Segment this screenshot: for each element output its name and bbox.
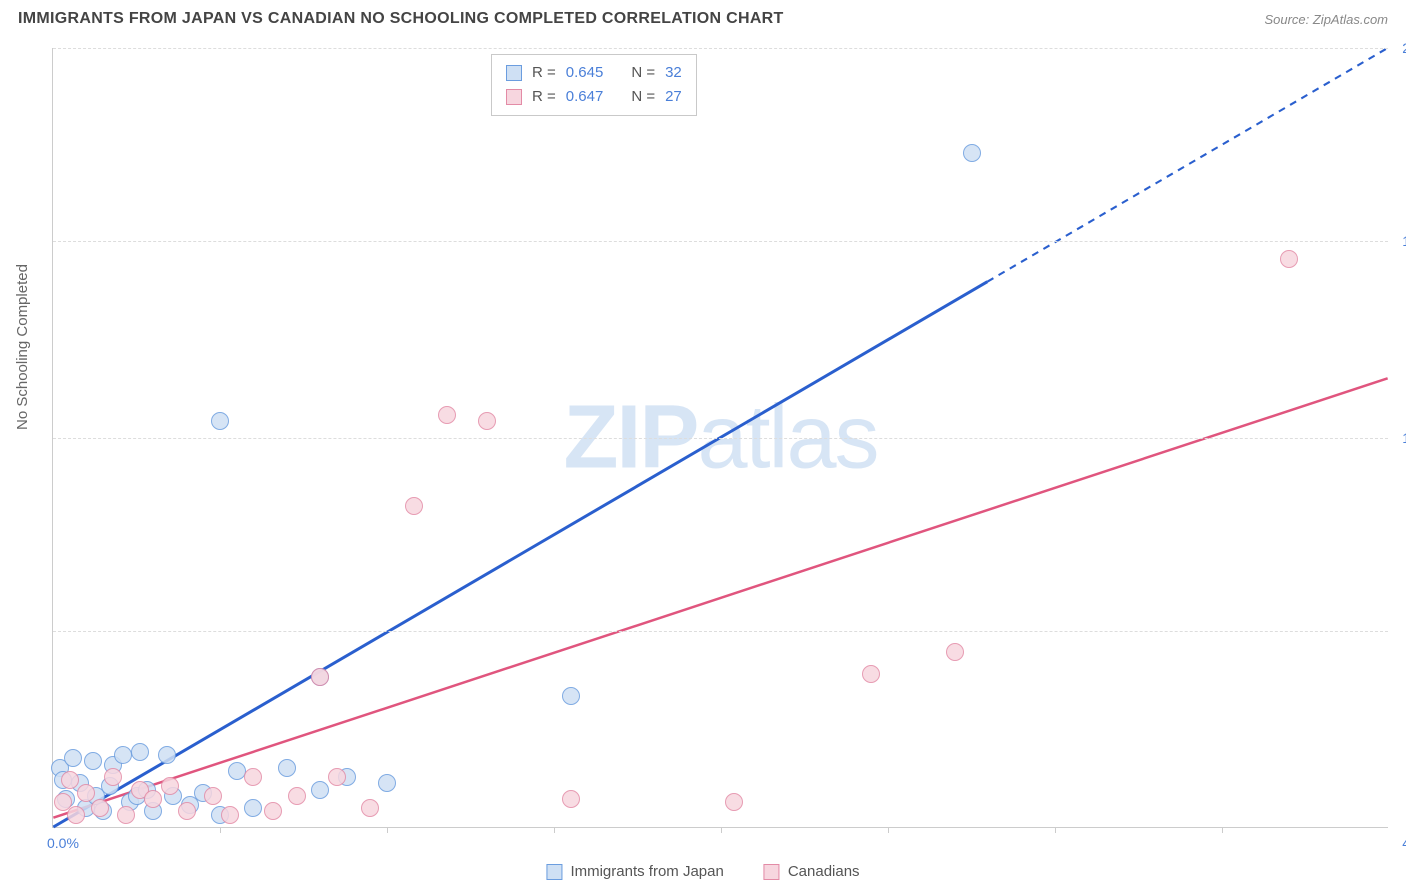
japan-point [244, 799, 262, 817]
stat-r-label: R = [532, 85, 556, 109]
canadians-point [405, 497, 423, 515]
japan-point [64, 749, 82, 767]
xtick [888, 827, 889, 833]
canadians-point [478, 412, 496, 430]
japan-point [562, 687, 580, 705]
japan-point [131, 743, 149, 761]
canadians-point [204, 787, 222, 805]
chart-plot-area: ZIPatlas R =0.645N =32R =0.647N =27 0.0%… [52, 48, 1388, 828]
canadians-point [221, 806, 239, 824]
canadians-point [67, 806, 85, 824]
ytick-label: 18.8% [1402, 233, 1406, 249]
xtick [1055, 827, 1056, 833]
canadians-point [144, 790, 162, 808]
gridline [53, 48, 1388, 49]
japan-swatch-icon [506, 65, 522, 81]
canadians-point [946, 643, 964, 661]
japan-point [158, 746, 176, 764]
japan-point [311, 781, 329, 799]
canadians-point [244, 768, 262, 786]
canadians-legend-swatch-icon [764, 864, 780, 880]
stats-legend-box: R = 0.645 N = 32 R = 0.647 N = 27 [491, 54, 697, 116]
japan-point [278, 759, 296, 777]
japan-point [963, 144, 981, 162]
ytick-label: 12.5% [1402, 430, 1406, 446]
stat-n-label: N = [631, 85, 655, 109]
stat-n-value: 32 [665, 61, 682, 85]
stat-r-label: R = [532, 61, 556, 85]
stats-row-japan: R = 0.645 N = 32 [506, 61, 682, 85]
japan-point [114, 746, 132, 764]
japan-trendline [53, 282, 987, 827]
canadians-point [77, 784, 95, 802]
y-axis-label: No Schooling Completed [14, 264, 31, 430]
xtick [721, 827, 722, 833]
xtick [1222, 827, 1223, 833]
canadians-point [361, 799, 379, 817]
legend-item-canadians: Canadians [764, 863, 860, 880]
legend-label: Immigrants from Japan [570, 863, 723, 880]
ytick-label: 25.0% [1402, 40, 1406, 56]
japan-point [211, 412, 229, 430]
origin-tick-label: 0.0% [47, 835, 79, 851]
source-label: Source: ZipAtlas.com [1264, 12, 1388, 27]
stat-n-label: N = [631, 61, 655, 85]
canadians-point [1280, 250, 1298, 268]
xtick [387, 827, 388, 833]
canadians-point [117, 806, 135, 824]
canadians-point [725, 793, 743, 811]
xtick [220, 827, 221, 833]
canadians-point [438, 406, 456, 424]
canadians-trendline [53, 378, 1387, 817]
xtick [554, 827, 555, 833]
japan-legend-swatch-icon [546, 864, 562, 880]
stats-row-canadians: R = 0.647 N = 27 [506, 85, 682, 109]
gridline [53, 438, 1388, 439]
japan-point [228, 762, 246, 780]
stat-r-value: 0.645 [566, 61, 604, 85]
canadians-point [288, 787, 306, 805]
japan-trendline-dashed [987, 48, 1387, 282]
japan-point [84, 752, 102, 770]
canadians-swatch-icon [506, 89, 522, 105]
xmax-tick-label: 40.0% [1402, 835, 1406, 851]
canadians-point [91, 799, 109, 817]
canadians-point [61, 771, 79, 789]
stat-r-value: 0.647 [566, 85, 604, 109]
gridline [53, 241, 1388, 242]
legend-label: Canadians [788, 863, 860, 880]
legend-item-japan: Immigrants from Japan [546, 863, 723, 880]
stat-n-value: 27 [665, 85, 682, 109]
japan-point [378, 774, 396, 792]
canadians-point [328, 768, 346, 786]
canadians-point [862, 665, 880, 683]
gridline [53, 631, 1388, 632]
bottom-legend: Immigrants from Japan Canadians [546, 863, 859, 880]
canadians-point [264, 802, 282, 820]
canadians-point [178, 802, 196, 820]
chart-title: IMMIGRANTS FROM JAPAN VS CANADIAN NO SCH… [18, 10, 784, 28]
canadians-point [562, 790, 580, 808]
canadians-point [104, 768, 122, 786]
canadians-point [311, 668, 329, 686]
canadians-point [161, 777, 179, 795]
